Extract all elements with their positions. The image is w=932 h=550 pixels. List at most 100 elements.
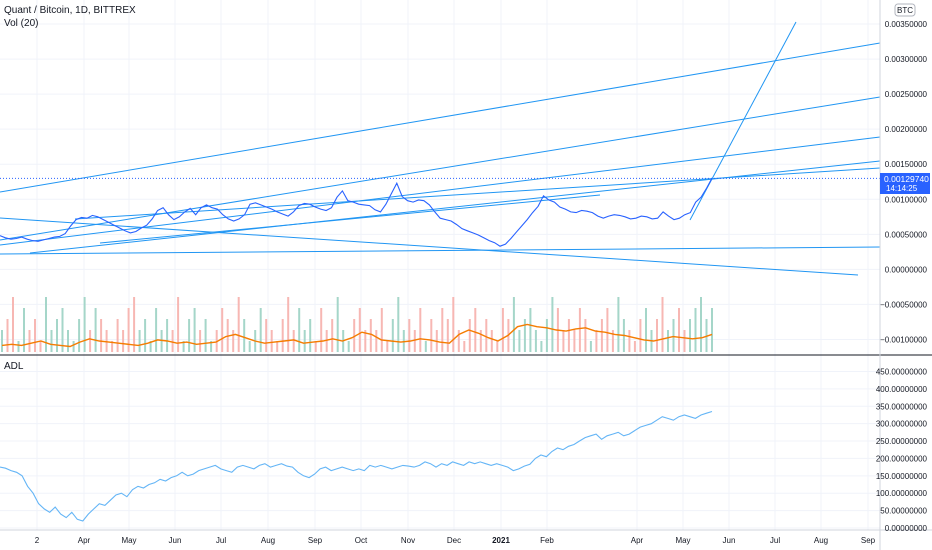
volume-bar [468,319,471,352]
volume-bar [6,319,9,352]
volume-bar [424,341,427,352]
time-tick-label: Apr [78,536,91,545]
volume-bar [50,330,53,352]
volume-bar [689,319,691,352]
volume-bar [534,330,537,352]
currency-badge-label: BTC [897,6,913,15]
volume-bar [496,341,499,352]
volume-bar [149,341,152,352]
symbol-legend[interactable]: Quant / Bitcoin, 1D, BITTREX [4,5,136,16]
volume-bar [100,319,103,352]
trend-line[interactable] [0,136,881,246]
volume-bar [193,308,196,352]
time-tick-label: Feb [540,536,554,545]
price-tick-label: 0.00050000 [885,230,928,239]
price-tick-label: −0.00100000 [880,335,927,344]
adl-line[interactable] [0,410,713,522]
volume-bar [287,297,290,352]
adl-legend[interactable]: ADL [4,361,24,372]
volume-bar [562,330,565,352]
volume-bar [94,308,97,352]
volume-bar [606,308,609,352]
volume-bar [419,308,422,352]
time-tick-label: Oct [355,536,368,545]
price-tick-label: 0.00000000 [885,265,928,274]
volume-bar [72,341,75,352]
volume-bar [628,330,631,352]
adl-tick-label: 200.00000000 [876,454,928,463]
grid [0,0,880,530]
time-tick-label: 2021 [492,536,510,545]
volume-bar [325,330,328,352]
volume-bar [413,330,416,352]
volume-bar [705,319,708,352]
trend-line[interactable] [0,96,881,241]
price-axis[interactable]: 0.00350000 0.00300000 0.00250000 0.00200000… [880,20,927,344]
volume-bar [490,330,493,352]
adl-tick-label: 0.00000000 [885,524,928,533]
volume-bar [358,308,361,352]
last-price-value: 0.00129740 [884,174,929,184]
volume-bar [479,330,482,352]
volume-bar [34,319,36,352]
trend-line[interactable] [0,246,881,255]
volume-bars [1,297,713,352]
adl-tick-label: 450.00000000 [876,367,928,376]
volume-bar [694,308,697,352]
volume-bar [512,297,515,352]
volume-bar [23,308,25,352]
volume-bar [138,330,141,352]
volume-bar [78,319,81,352]
price-line[interactable] [0,177,713,247]
volume-bar [633,341,636,352]
time-tick-label: Aug [261,536,275,545]
adl-tick-label: 50.00000000 [880,507,927,516]
volume-bar [600,319,603,352]
volume-bar [171,330,174,352]
time-axis[interactable]: 2 Apr May Jun Jul Aug Sep Oct Nov Dec 2021 Feb Apr Ma… [35,536,876,545]
trend-lines[interactable] [0,21,881,276]
volume-bar [678,308,680,352]
volume-bar [56,319,58,352]
volume-bar [320,308,323,352]
volume-bar [45,297,47,352]
time-tick-label: Nov [401,536,415,545]
volume-bar [375,330,378,352]
volume-bar [1,330,3,352]
trend-line[interactable] [29,160,881,254]
adl-tick-label: 350.00000000 [876,402,928,411]
volume-bar [485,319,488,352]
bar-countdown: 14:14:25 [886,184,918,193]
adl-tick-label: 300.00000000 [876,420,928,429]
trend-line[interactable] [0,42,881,193]
adl-tick-label: 250.00000000 [876,437,928,446]
volume-legend[interactable]: Vol (20) [4,18,39,29]
volume-bar [617,297,620,352]
volume-bar [369,319,372,352]
volume-bar [248,341,251,352]
volume-bar [89,330,92,352]
adl-axis[interactable]: 450.00000000 400.00000000 350.00000000 300.… [876,367,928,533]
time-tick-label: 2 [35,536,40,545]
time-tick-label: Aug [814,536,828,545]
currency-badge[interactable]: BTC [894,3,916,17]
volume-bar [645,308,647,352]
volume-bar [243,319,246,352]
volume-bar [611,330,614,352]
volume-bar [380,308,383,352]
volume-bar [452,297,455,352]
volume-bar [199,330,202,352]
trend-line[interactable] [99,194,601,244]
time-tick-label: Jul [770,536,780,545]
volume-bar [353,319,356,352]
volume-bar [127,308,130,352]
volume-bar [639,319,642,352]
trend-line[interactable] [74,167,881,220]
volume-bar [529,308,532,352]
volume-bar [309,319,312,352]
time-tick-label: Apr [631,536,644,545]
volume-bar [540,341,543,352]
adl-tick-label: 150.00000000 [876,472,928,481]
volume-bar [595,330,598,352]
